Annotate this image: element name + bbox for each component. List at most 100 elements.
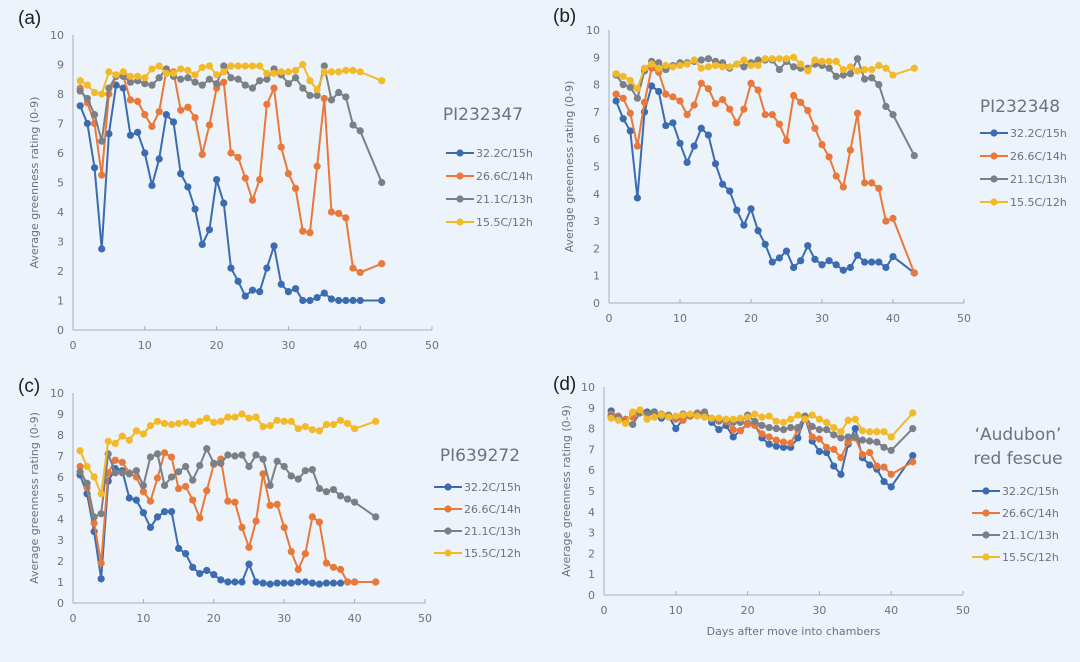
data-point (343, 419, 352, 428)
data-point (83, 81, 91, 89)
data-point (722, 415, 730, 423)
data-point (313, 162, 321, 170)
data-point (184, 74, 192, 82)
data-point (679, 416, 687, 424)
data-point (306, 77, 314, 85)
data-point (775, 55, 784, 63)
data-point (191, 78, 199, 86)
data-point (196, 570, 204, 578)
data-point (284, 170, 292, 178)
data-point (320, 289, 328, 297)
data-point (889, 71, 897, 79)
chart-panel-b: (b) 0 1 2 3 4 5 6 7 8 9 10 0 10 20 30 40 50 Average greenn… (553, 6, 1067, 325)
data-point (844, 433, 852, 441)
data-point (266, 481, 274, 489)
data-point (198, 81, 206, 89)
data-point (797, 98, 805, 106)
data-point (299, 296, 307, 305)
data-point (231, 498, 239, 506)
data-point (315, 484, 323, 493)
data-point (299, 84, 307, 92)
data-point (196, 417, 204, 425)
data-point (184, 103, 192, 111)
legend-label: 21.1C/13h (476, 193, 533, 206)
legend-label: 15.5C/12h (476, 216, 533, 229)
data-point (700, 413, 709, 421)
legend-swatch-marker (982, 509, 990, 517)
data-point (686, 410, 694, 418)
data-point (909, 425, 917, 433)
data-point (132, 467, 140, 475)
y-tick-label: 10 (586, 24, 600, 37)
data-point (329, 579, 338, 587)
data-point (744, 413, 752, 421)
data-point (880, 478, 888, 486)
data-point (224, 413, 232, 421)
data-point (372, 417, 380, 425)
legend-swatch-marker (990, 175, 998, 183)
data-point (818, 141, 826, 149)
data-point (351, 425, 359, 433)
legend-swatch-marker (982, 553, 990, 561)
series-32-2C-15h (612, 82, 918, 277)
y-tick-label: 1 (593, 270, 600, 283)
legend-label: 21.1C/13h (1010, 173, 1067, 186)
data-point (633, 94, 642, 102)
data-point (280, 523, 288, 532)
data-point (155, 62, 163, 70)
data-point (811, 56, 819, 64)
data-point (740, 63, 748, 71)
data-point (626, 76, 634, 85)
data-point (832, 57, 840, 65)
data-point (910, 151, 918, 160)
data-point (125, 470, 133, 478)
data-point (830, 431, 838, 439)
data-point (761, 111, 769, 119)
y-tick-label: 4 (593, 188, 600, 201)
data-point (273, 457, 281, 465)
data-point (775, 254, 784, 262)
data-point (112, 71, 120, 79)
data-point (704, 85, 713, 93)
y-tick-label: 8 (57, 429, 64, 442)
data-point (733, 119, 741, 127)
data-point (234, 62, 242, 70)
series-15-5C-12h (76, 60, 386, 98)
data-point (322, 420, 331, 429)
legend-entry: 32.2C/15h (972, 485, 1059, 498)
data-point (837, 428, 845, 436)
data-point (189, 496, 197, 504)
y-tick-label: 6 (588, 464, 595, 477)
data-point (839, 183, 847, 191)
data-point (90, 513, 98, 521)
data-point (733, 206, 741, 214)
data-point (175, 544, 183, 553)
data-point (263, 69, 271, 77)
data-point (241, 62, 249, 70)
data-point (266, 421, 274, 430)
data-point (175, 484, 183, 493)
data-point (308, 579, 316, 587)
data-point (790, 53, 798, 61)
data-point (909, 452, 917, 460)
data-point (203, 487, 211, 495)
data-point (861, 65, 869, 74)
data-point (619, 115, 627, 123)
data-point (378, 77, 386, 85)
legend-entry: 15.5C/12h (434, 547, 521, 560)
series-15-5C-12h (612, 53, 918, 93)
data-point (155, 155, 163, 163)
data-point (167, 453, 176, 461)
data-point (880, 463, 888, 471)
x-tick-label: 50 (425, 339, 439, 352)
data-point (815, 435, 824, 443)
x-tick-label: 0 (601, 604, 608, 617)
data-point (866, 448, 874, 457)
data-point (335, 88, 343, 97)
data-point (146, 523, 155, 532)
data-point (241, 174, 249, 182)
data-point (97, 559, 105, 567)
data-point (858, 451, 867, 459)
legend-swatch-marker (456, 149, 464, 157)
data-point (313, 293, 321, 302)
